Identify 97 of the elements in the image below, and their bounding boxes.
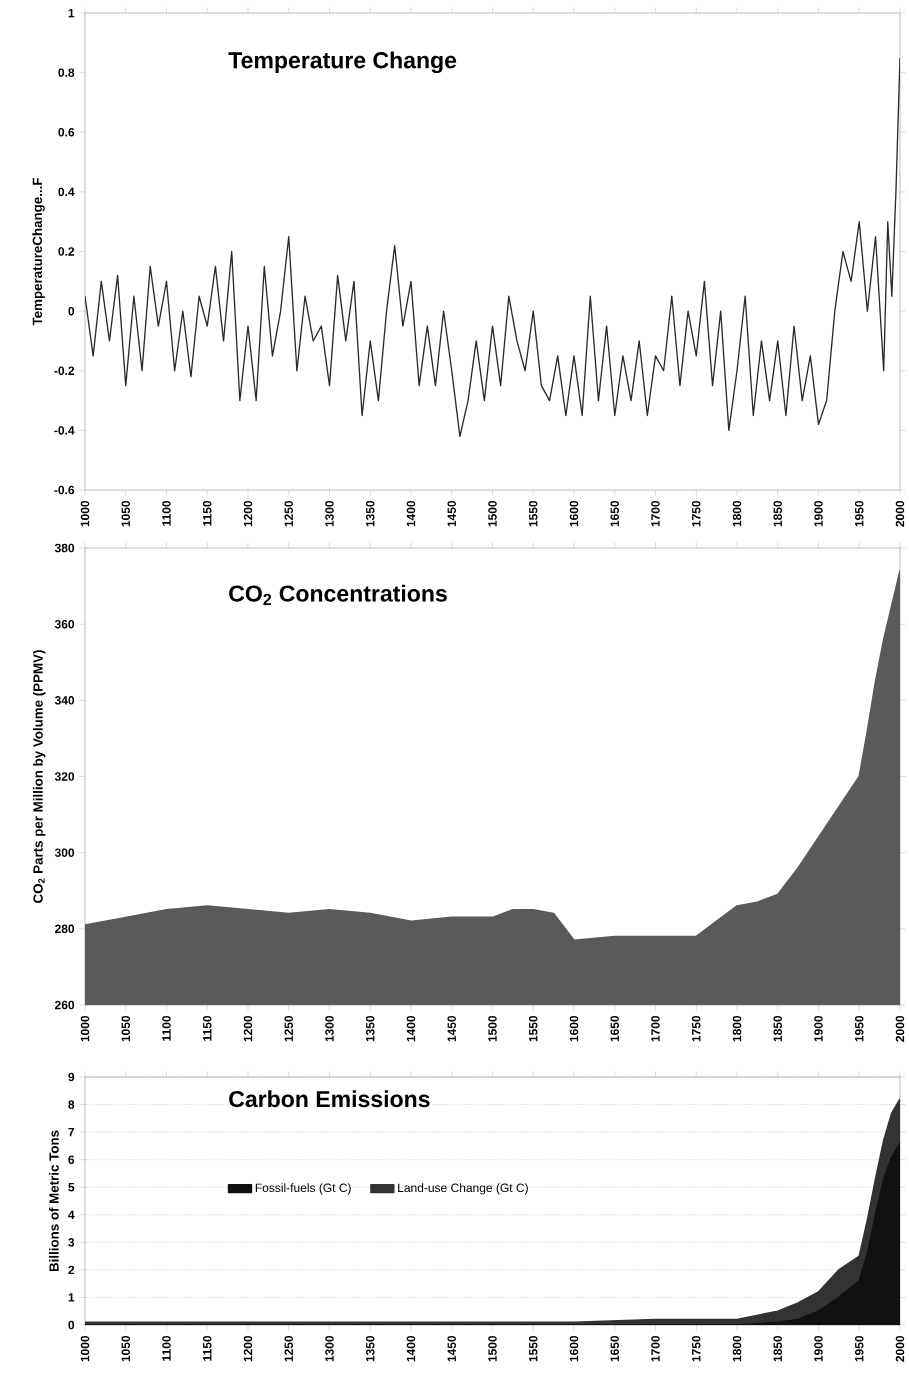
x-tick-label: 1500 — [488, 1015, 497, 1042]
x-tick-label: 1100 — [162, 1335, 171, 1361]
y-tick-label: 0.2 — [58, 247, 75, 256]
x-tick-label: 1000 — [80, 1335, 90, 1362]
x-tick-label: 1800 — [732, 1335, 742, 1362]
y-tick-label: 0.8 — [58, 68, 75, 77]
chart-title: Carbon Emissions — [229, 1090, 430, 1108]
x-tick-label: 1000 — [80, 500, 90, 527]
x-tick-label: 1450 — [447, 1015, 457, 1042]
y-tick-label: 8 — [68, 1100, 75, 1109]
x-tick-label: 1750 — [692, 1335, 701, 1362]
y-tick-label: 6 — [68, 1155, 75, 1164]
x-tick-label: 1950 — [855, 1015, 864, 1042]
x-tick-label: 1050 — [121, 500, 131, 527]
x-tick-label: 1050 — [121, 1335, 131, 1362]
text: CO$_{2}$ Concentrations — [229, 584, 447, 605]
x-tick-label: 1450 — [447, 500, 457, 527]
y-tick-label: 3 — [68, 1238, 75, 1247]
x-tick-label: 2000 — [895, 1335, 905, 1362]
x-tick-label: 1350 — [366, 1335, 375, 1362]
y-tick-label: 360 — [55, 619, 75, 629]
x-tick-label: 1150 — [203, 1015, 212, 1041]
x-tick-label: 1300 — [325, 500, 334, 527]
x-tick-label: 1200 — [243, 1015, 253, 1042]
y-tick-label: 300 — [55, 848, 75, 857]
x-tick-label: 1600 — [569, 500, 579, 527]
y-axis-title: Billions of Metric Tons — [49, 1130, 59, 1272]
y-tick-label: 380 — [55, 543, 75, 553]
x-tick-label: 1150 — [203, 1335, 212, 1361]
x-tick-label: 1750 — [692, 500, 701, 527]
legend-label: Land-use Change (Gt C) — [398, 1183, 528, 1195]
y-tick-label: -0.4 — [54, 426, 75, 435]
legend-label: Fossil-fuels (Gt C) — [255, 1183, 351, 1195]
x-tick-label: 1550 — [529, 1015, 538, 1042]
x-tick-label: 1800 — [732, 1015, 742, 1042]
x-tick-label: 1900 — [814, 1015, 823, 1042]
x-tick-label: 1900 — [814, 1335, 823, 1362]
x-tick-label: 1300 — [325, 1015, 334, 1042]
x-tick-label: 1850 — [773, 500, 783, 527]
text: Temperature Change — [228, 51, 457, 74]
x-tick-label: 1850 — [773, 1015, 783, 1042]
x-tick-label: 1550 — [529, 500, 538, 527]
y-tick-label: 0 — [68, 1320, 75, 1330]
y-tick-label: 280 — [55, 924, 75, 934]
x-tick-label: 1100 — [162, 500, 171, 526]
x-tick-label: 1700 — [651, 1335, 660, 1362]
y-tick-label: 0.6 — [58, 128, 75, 137]
x-tick-label: 1950 — [855, 500, 864, 527]
x-tick-label: 1700 — [651, 500, 660, 527]
x-tick-label: 1650 — [610, 1015, 620, 1042]
x-tick-label: 1500 — [488, 500, 497, 527]
y-tick-label: -0.6 — [54, 485, 75, 495]
x-tick-label: 1900 — [814, 500, 823, 527]
x-tick-label: 1500 — [488, 1335, 497, 1362]
x-tick-label: 1750 — [692, 1015, 701, 1042]
y-tick-label: 340 — [55, 696, 75, 705]
y-axis-title: TemperatureChange...F — [32, 178, 45, 326]
y-axis-title: CO$_{2}$ Parts per Million by Volume (PPMV) — [33, 650, 46, 903]
y-tick-label: 0 — [68, 306, 75, 316]
x-tick-label: 1250 — [284, 1015, 294, 1042]
x-tick-label: 1800 — [732, 500, 742, 527]
y-tick-label: 1 — [68, 1293, 75, 1302]
x-tick-label: 2000 — [895, 1015, 905, 1042]
x-tick-label: 1400 — [406, 500, 416, 527]
x-tick-label: 1650 — [610, 500, 620, 527]
x-tick-label: 1150 — [203, 500, 212, 526]
x-tick-label: 1450 — [447, 1335, 457, 1362]
x-tick-label: 1200 — [243, 500, 253, 527]
y-tick-label: 4 — [68, 1210, 75, 1219]
x-tick-label: 1550 — [529, 1335, 538, 1362]
x-tick-label: 1600 — [569, 1335, 579, 1362]
x-tick-label: 1300 — [325, 1335, 334, 1362]
x-tick-label: 1350 — [366, 500, 375, 527]
x-tick-label: 1100 — [162, 1015, 171, 1041]
x-tick-label: 1250 — [284, 1335, 294, 1362]
x-tick-label: 1250 — [284, 500, 294, 527]
y-tick-label: 320 — [55, 772, 75, 781]
x-tick-label: 1400 — [406, 1335, 416, 1362]
y-tick-label: 260 — [55, 1000, 75, 1010]
x-tick-label: 1950 — [855, 1335, 864, 1362]
x-tick-label: 1000 — [80, 1015, 90, 1042]
x-tick-label: 1200 — [243, 1335, 253, 1362]
x-tick-label: 1700 — [651, 1015, 660, 1042]
y-tick-label: 0.4 — [58, 187, 75, 197]
y-tick-label: 9 — [68, 1072, 75, 1082]
y-tick-label: 5 — [68, 1183, 75, 1192]
x-tick-label: 1350 — [366, 1015, 375, 1042]
x-tick-label: 1400 — [406, 1015, 416, 1042]
y-tick-label: 1 — [68, 8, 75, 18]
x-tick-label: 1600 — [569, 1015, 579, 1042]
x-tick-label: 2000 — [895, 500, 905, 527]
y-tick-label: 7 — [68, 1127, 75, 1137]
x-tick-label: 1050 — [121, 1015, 131, 1042]
y-tick-label: 2 — [68, 1265, 75, 1275]
x-tick-label: 1650 — [610, 1335, 620, 1362]
x-tick-label: 1850 — [773, 1335, 783, 1362]
y-tick-label: -0.2 — [54, 366, 75, 376]
